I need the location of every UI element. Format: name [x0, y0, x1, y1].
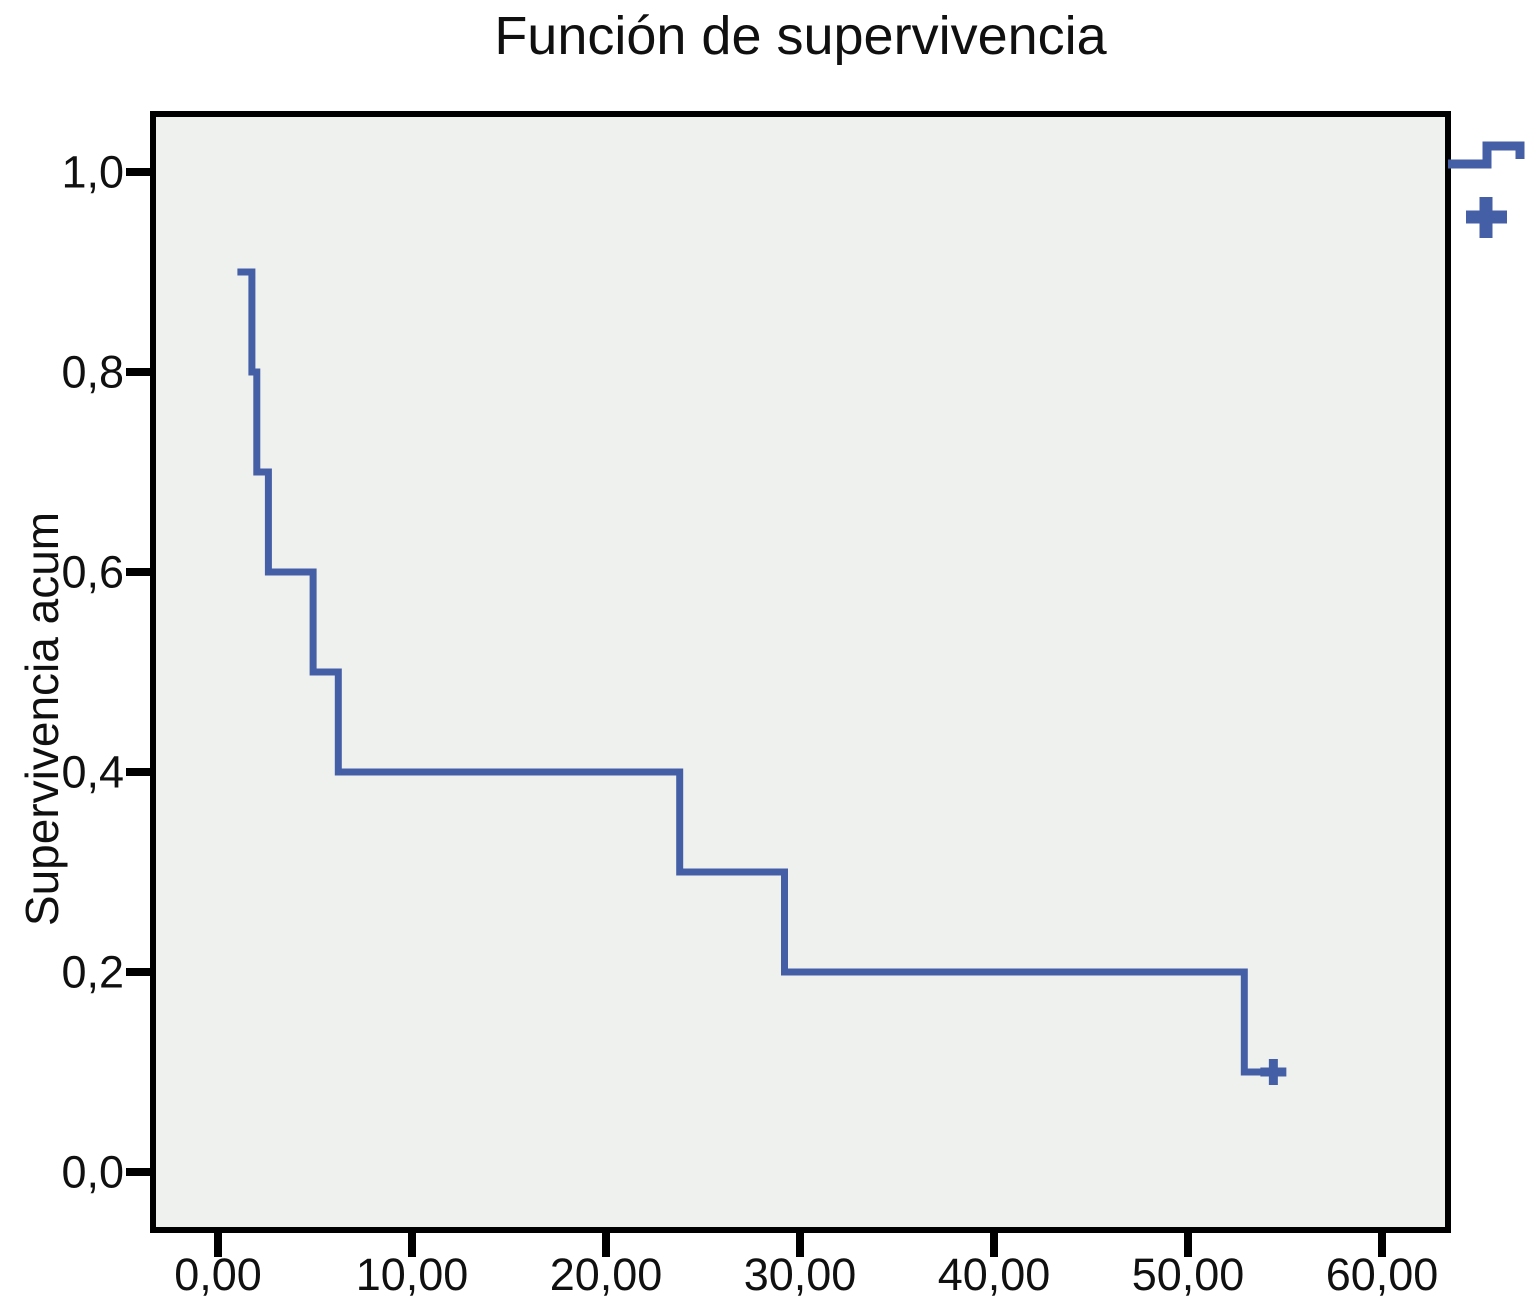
survival-curve — [237, 268, 1285, 1076]
x-tick-label: 30,00 — [743, 1249, 857, 1300]
y-tick-label: 0,2 — [61, 946, 124, 998]
legend-step-line-icon — [1448, 141, 1525, 169]
x-tick-label: 0,00 — [174, 1249, 262, 1300]
y-tick-label: 0,8 — [61, 346, 124, 398]
x-tick-label: 10,00 — [355, 1249, 469, 1300]
x-tick-label: 50,00 — [1131, 1249, 1245, 1300]
y-tick-label: 1,0 — [61, 146, 124, 198]
plot-area-frame — [150, 111, 1451, 1233]
y-tick-label: 0,0 — [61, 1146, 124, 1198]
x-tick-label: 60,00 — [1325, 1249, 1439, 1300]
x-tick-label: 20,00 — [549, 1249, 663, 1300]
chart-title: Función de supervivencia — [494, 6, 1107, 66]
y-tick-label: 0,4 — [61, 746, 124, 798]
x-tick-label: 40,00 — [937, 1249, 1051, 1300]
y-tick-label: 0,6 — [61, 546, 124, 598]
